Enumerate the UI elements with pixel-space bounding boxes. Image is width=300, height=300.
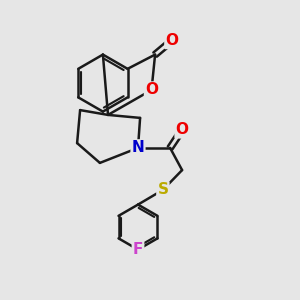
Text: N: N: [132, 140, 144, 155]
Text: S: S: [158, 182, 168, 197]
Text: F: F: [133, 242, 143, 257]
Text: O: O: [165, 33, 178, 48]
Text: O: O: [176, 122, 189, 137]
Text: O: O: [145, 82, 158, 98]
